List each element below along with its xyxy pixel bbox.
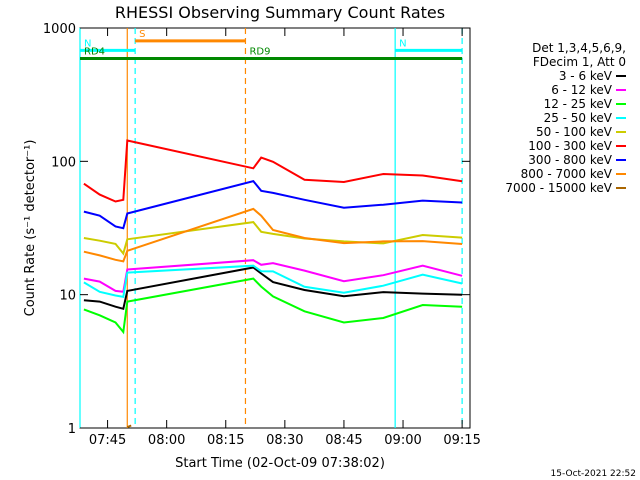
y-tick-label-2: 100	[51, 155, 76, 170]
x-axis-ticks: 07:45 08:00 08:15 08:30 08:45 09:00 09:15	[89, 28, 481, 448]
legend-label-5: 100 - 300 keV	[528, 139, 612, 153]
x-tick-label-0: 07:45	[89, 433, 126, 448]
annotation-label-0: S	[139, 29, 145, 40]
legend-label-3: 25 - 50 keV	[544, 111, 613, 125]
series-line-0	[83, 266, 463, 311]
annotation-layer: S N N RD9 RD4	[80, 29, 463, 61]
series-line-4	[83, 221, 463, 256]
legend-label-6: 300 - 800 keV	[528, 153, 612, 167]
x-tick-label-1: 08:00	[148, 433, 185, 448]
plot-border	[79, 27, 471, 429]
legend-label-1: 6 - 12 keV	[551, 83, 613, 97]
x-tick-label-3: 08:30	[266, 433, 303, 448]
chart-title: RHESSI Observing Summary Count Rates	[115, 3, 445, 22]
legend-label-7: 800 - 7000 keV	[521, 167, 613, 181]
legend-header-1: FDecim 1, Att 0	[533, 55, 626, 69]
y-tick-label-1: 10	[59, 289, 76, 304]
vertical-markers	[79, 28, 463, 428]
legend: Det 1,3,4,5,6,9,FDecim 1, Att 03 - 6 keV…	[505, 41, 626, 195]
footer-timestamp: 15-Oct-2021 22:52	[551, 469, 636, 479]
legend-label-2: 12 - 25 keV	[544, 97, 613, 111]
y-axis-label: Count Rate (s⁻¹ detector⁻¹)	[23, 140, 38, 317]
x-axis-label: Start Time (02-Oct-09 07:38:02)	[175, 456, 385, 471]
series-line-8	[126, 424, 132, 429]
series-line-2	[83, 277, 463, 335]
series-line-7	[83, 207, 463, 263]
y-tick-label-0: 1	[68, 422, 76, 437]
series-line-5	[83, 139, 463, 203]
annotation-label-3: RD9	[249, 47, 270, 58]
legend-label-4: 50 - 100 keV	[536, 125, 613, 139]
legend-label-8: 7000 - 15000 keV	[505, 181, 612, 195]
annotation-label-1: N	[84, 38, 91, 49]
legend-label-0: 3 - 6 keV	[559, 69, 613, 83]
y-tick-label-3: 1000	[43, 22, 76, 37]
x-tick-label-2: 08:15	[207, 433, 244, 448]
series-line-1	[83, 259, 463, 293]
annotation-label-4: RD4	[84, 47, 105, 58]
series-line-6	[83, 179, 463, 230]
y-axis-ticks: 1 10 100 1000	[43, 22, 470, 437]
series-layer	[83, 139, 463, 429]
annotation-label-2: N	[399, 38, 406, 49]
legend-header-0: Det 1,3,4,5,6,9,	[532, 41, 626, 55]
x-tick-label-5: 09:00	[384, 433, 421, 448]
plot-frame	[79, 27, 471, 429]
x-tick-label-6: 09:15	[443, 433, 480, 448]
series-line-3	[83, 264, 463, 298]
x-tick-label-4: 08:45	[325, 433, 362, 448]
